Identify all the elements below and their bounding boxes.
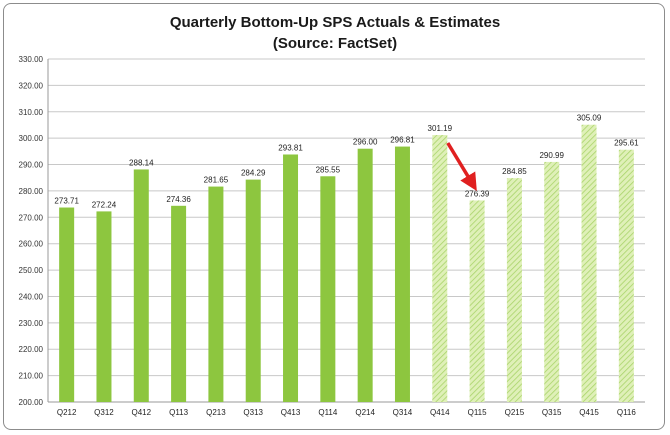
data-label: 301.19 (428, 124, 453, 133)
y-tick-label: 300.00 (19, 134, 44, 143)
data-label: 285.55 (316, 165, 341, 174)
y-tick-label: 230.00 (19, 319, 44, 328)
x-tick-label: Q212 (57, 408, 77, 417)
y-tick-label: 260.00 (19, 240, 44, 249)
bar-actual (59, 207, 75, 402)
x-tick-label: Q113 (169, 408, 189, 417)
y-tick-label: 280.00 (19, 187, 44, 196)
data-label: 281.65 (204, 176, 229, 185)
y-tick-label: 220.00 (19, 345, 44, 354)
bars (59, 124, 634, 403)
x-tick-label: Q413 (281, 408, 301, 417)
bar-actual (171, 205, 187, 402)
bar-actual (245, 179, 261, 402)
annotation (446, 142, 477, 191)
y-tick-label: 250.00 (19, 266, 44, 275)
bar-actual (394, 146, 410, 402)
y-tick-label: 330.00 (19, 55, 44, 64)
x-axis: Q212 Q312 Q412 Q113 Q213 Q313 Q413 Q114 Q214 Q314… (57, 408, 637, 417)
x-tick-label: Q313 (243, 408, 263, 417)
bar-actual (283, 154, 299, 402)
data-label: 274.36 (166, 195, 191, 204)
bar-actual (96, 211, 112, 402)
bar-estimate (432, 135, 448, 402)
data-label: 290.99 (539, 151, 564, 160)
bar-actual (320, 176, 336, 402)
x-tick-label: Q116 (617, 408, 637, 417)
x-tick-label: Q414 (430, 408, 450, 417)
y-tick-label: 310.00 (19, 108, 44, 117)
bar-estimate (581, 124, 597, 403)
bar-actual (357, 148, 373, 402)
bar-estimate (618, 149, 634, 402)
y-tick-label: 290.00 (19, 161, 44, 170)
data-label: 284.85 (502, 167, 527, 176)
x-tick-label: Q314 (393, 408, 413, 417)
x-tick-label: Q412 (131, 408, 151, 417)
x-tick-label: Q114 (318, 408, 338, 417)
y-tick-label: 320.00 (19, 81, 44, 90)
data-label: 296.00 (353, 138, 378, 147)
data-label: 293.81 (278, 143, 303, 152)
data-label: 276.39 (465, 189, 490, 198)
bar-estimate (469, 200, 485, 402)
y-tick-label: 200.00 (19, 398, 44, 407)
data-label: 273.71 (54, 197, 79, 206)
x-tick-label: Q213 (206, 408, 226, 417)
y-tick-label: 270.00 (19, 213, 44, 222)
data-labels: 273.71 272.24 288.14 274.36 281.65 284.29 293.… (54, 114, 639, 210)
y-tick-label: 210.00 (19, 372, 44, 381)
chart-title: Quarterly Bottom-Up SPS Actuals & Estima… (169, 14, 501, 31)
x-tick-label: Q315 (542, 408, 562, 417)
data-label: 295.61 (614, 139, 639, 148)
x-tick-label: Q115 (468, 408, 488, 417)
x-tick-label: Q312 (94, 408, 114, 417)
x-tick-label: Q415 (579, 408, 599, 417)
chart-subtitle: (Source: FactSet) (272, 35, 398, 52)
data-label: 305.09 (577, 114, 602, 123)
data-label: 284.29 (241, 169, 266, 178)
x-tick-label: Q214 (355, 408, 375, 417)
bar-actual (133, 169, 149, 402)
bar-estimate (544, 161, 560, 402)
red-arrow-annotation (446, 142, 477, 191)
data-label: 272.24 (92, 200, 117, 209)
y-tick-label: 240.00 (19, 292, 44, 301)
x-tick-label: Q215 (505, 408, 525, 417)
data-label: 296.81 (390, 136, 415, 145)
bar-estimate (506, 178, 522, 402)
data-label: 288.14 (129, 158, 154, 167)
bar-actual (208, 186, 224, 402)
